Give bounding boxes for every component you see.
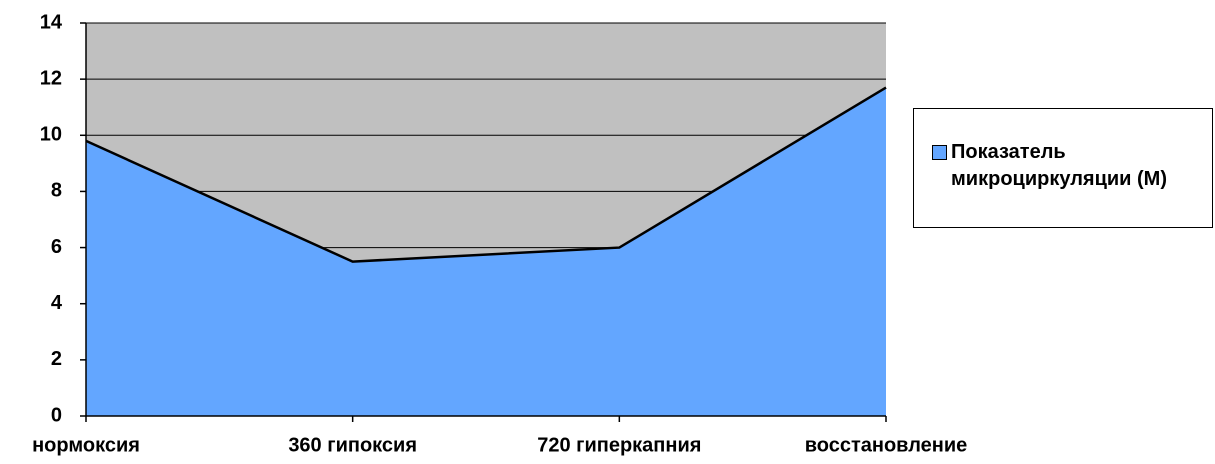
x-tick-label: 360 гипоксия bbox=[288, 434, 417, 456]
legend-label: Показатель микроциркуляции (М) bbox=[951, 141, 1168, 190]
y-tick-label: 8 bbox=[51, 180, 62, 202]
y-tick-label: 14 bbox=[40, 11, 63, 33]
y-tick-label: 0 bbox=[51, 404, 62, 426]
legend: Показатель микроциркуляции (М) bbox=[913, 108, 1213, 228]
y-tick-label: 12 bbox=[40, 67, 62, 89]
x-tick-label: восстановление bbox=[805, 434, 968, 456]
y-tick-label: 2 bbox=[51, 348, 62, 370]
x-tick-label: 720 гиперкапния bbox=[537, 434, 701, 456]
x-tick-label: нормоксия bbox=[32, 434, 140, 456]
y-tick-label: 10 bbox=[40, 124, 62, 146]
legend-swatch bbox=[932, 145, 947, 160]
y-tick-label: 4 bbox=[51, 292, 63, 314]
area bbox=[86, 87, 886, 417]
area-line bbox=[85, 86, 887, 263]
y-tick-label: 6 bbox=[51, 236, 62, 258]
